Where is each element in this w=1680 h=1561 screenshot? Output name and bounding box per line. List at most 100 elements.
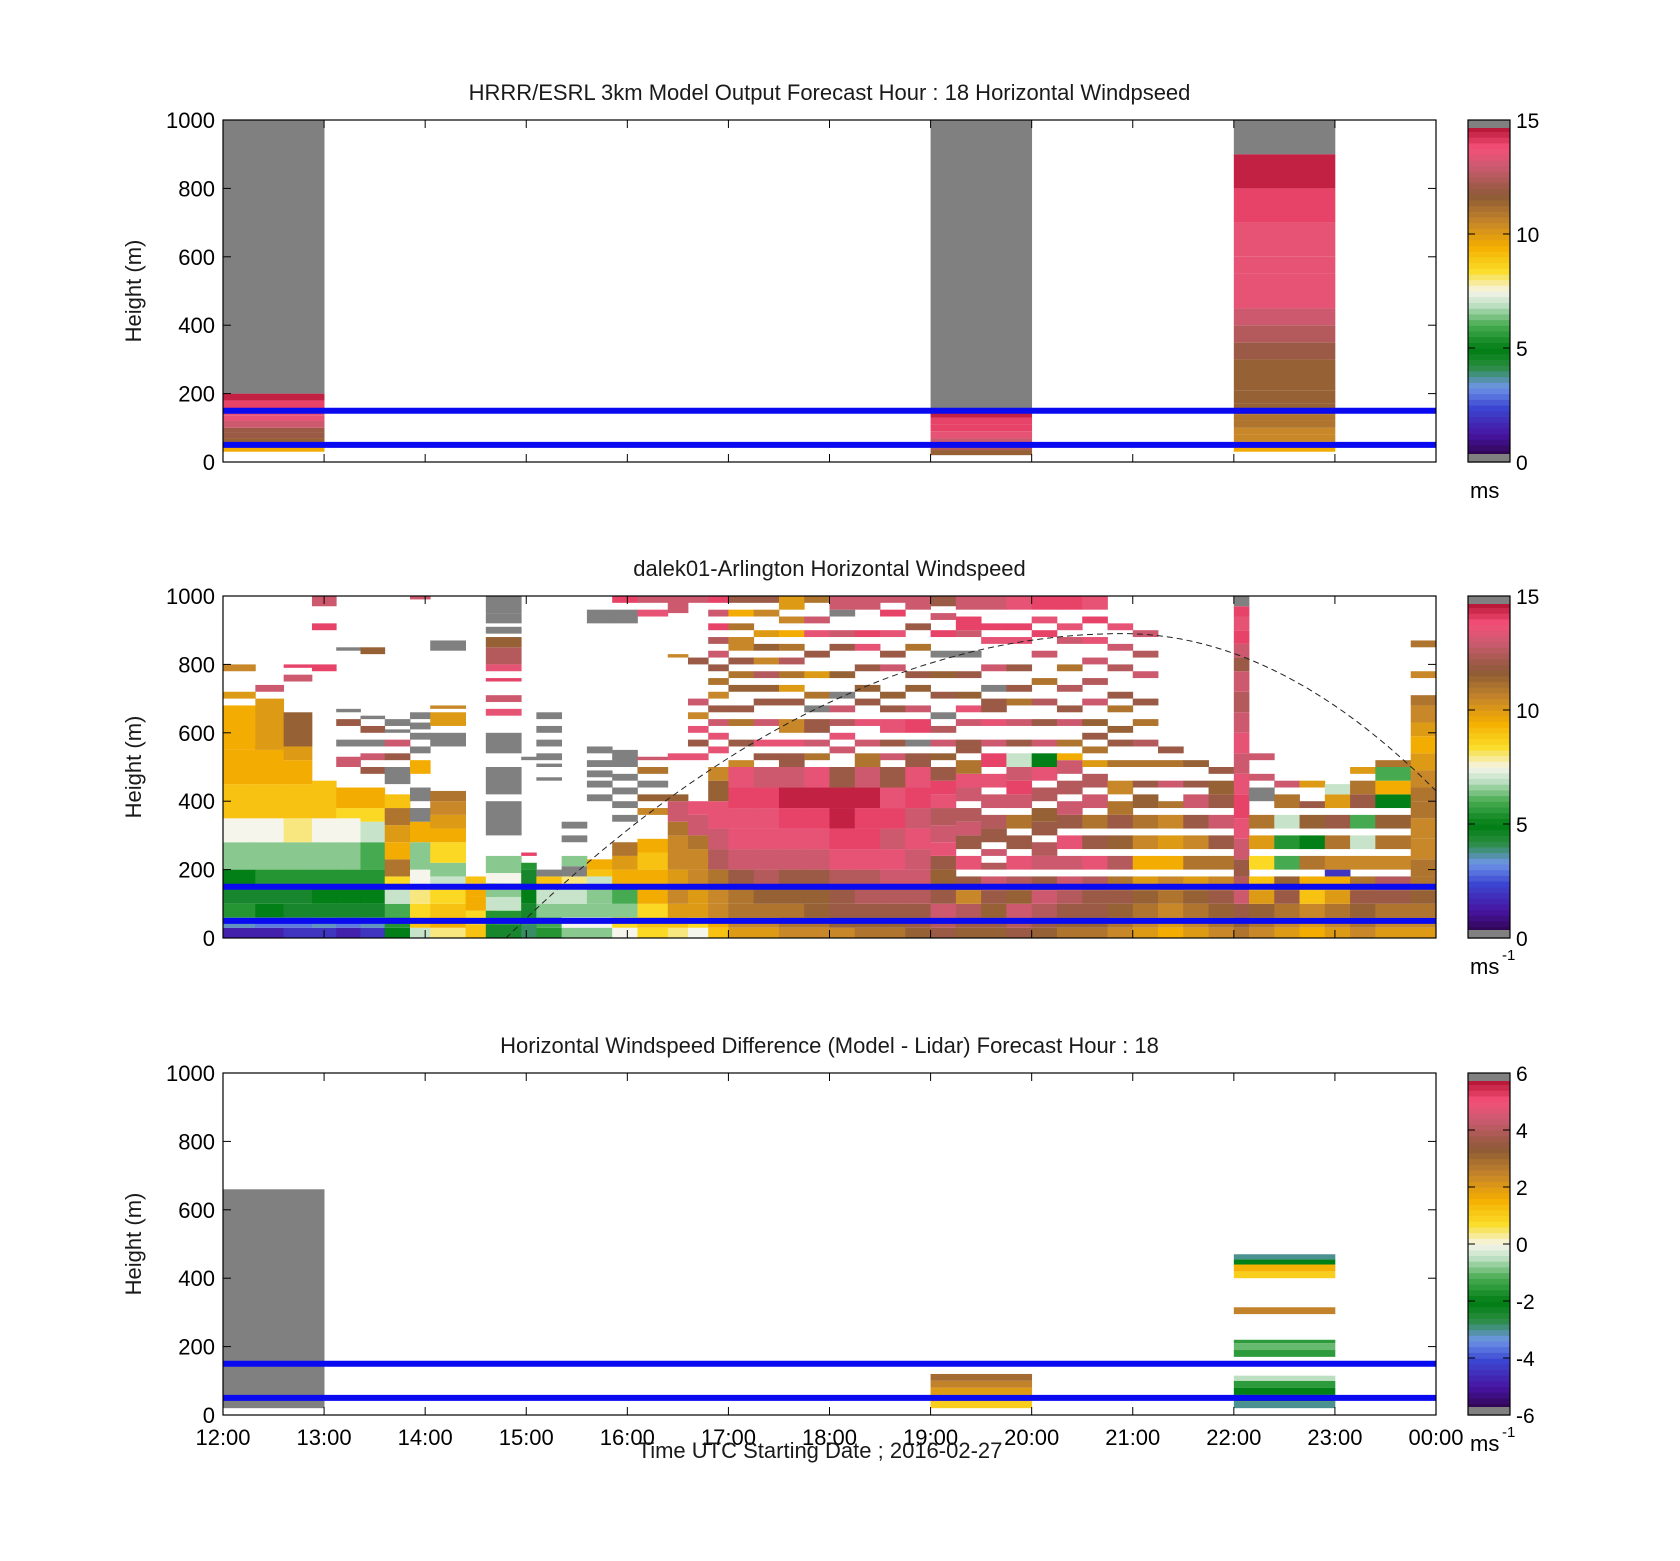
heatmap-cell: [1233, 1254, 1336, 1260]
heatmap-cell: [1233, 308, 1336, 326]
heatmap-cell: [753, 753, 780, 761]
heatmap-cell: [1324, 835, 1351, 850]
heatmap-cell: [728, 637, 755, 651]
colorbar-segment: [1468, 1278, 1510, 1285]
heatmap-cell: [1375, 927, 1412, 938]
heatmap-cell: [1233, 188, 1336, 223]
colorbar-segment: [1468, 154, 1510, 161]
colorbar-segment: [1468, 433, 1510, 440]
heatmap-cell: [854, 903, 881, 918]
heatmap-cell: [612, 842, 638, 856]
heatmap-cell: [1006, 890, 1033, 904]
colorbar-segment: [1468, 698, 1510, 705]
dashed-curve: [505, 633, 1436, 938]
heatmap-cell: [586, 780, 613, 788]
colorbar-segment: [1468, 222, 1510, 229]
heatmap-cell: [1158, 890, 1184, 904]
colorbar-tick-label: 4: [1516, 1120, 1528, 1143]
heatmap-cell: [637, 838, 669, 853]
heatmap-cell: [430, 640, 466, 651]
heatmap-cell: [804, 753, 830, 761]
heatmap-cell: [708, 705, 729, 713]
heatmap-cell: [778, 828, 805, 850]
heatmap-cell: [1233, 927, 1250, 938]
heatmap-cell: [223, 691, 256, 699]
heatmap-cell: [930, 855, 957, 870]
colorbar-tick-label: -4: [1516, 1348, 1535, 1371]
colorbar-segment: [1468, 131, 1510, 138]
heatmap-cell: [1158, 801, 1184, 809]
heatmap-cell: [1299, 903, 1326, 918]
colorbar-segment: [1468, 177, 1510, 184]
heatmap-cell: [430, 790, 466, 802]
heatmap-cell: [667, 903, 689, 918]
colorbar-tick-label: -2: [1516, 1291, 1535, 1314]
heatmap-cell: [410, 808, 431, 822]
heatmap-cell: [667, 801, 689, 822]
heatmap-cell: [854, 719, 881, 726]
heatmap-cell: [854, 630, 881, 638]
heatmap-cell: [1410, 859, 1436, 877]
panel-2: dalek01-Arlington Horizontal Windspeed 0 2…: [121, 556, 1539, 979]
heatmap-cell: [223, 842, 256, 870]
heatmap-cell: [561, 855, 588, 867]
colorbar-segment: [1468, 824, 1510, 831]
colorbar-segment: [1468, 199, 1510, 207]
heatmap-cell: [829, 705, 856, 713]
heatmap-cell: [430, 732, 466, 747]
colorbar-segment: [1468, 704, 1510, 711]
heatmap-cell: [955, 808, 982, 822]
heatmap-cell: [854, 596, 881, 610]
heatmap-cell: [930, 794, 957, 809]
heatmap-cell: [1233, 359, 1336, 377]
heatmap-cell: [410, 787, 431, 802]
colorbar-segment: [1468, 1204, 1510, 1211]
heatmap-cell: [930, 431, 1033, 439]
heatmap-cell: [753, 767, 780, 788]
heatmap-cell: [1324, 903, 1351, 918]
heatmap-cell: [1375, 855, 1412, 870]
heatmap-cell: [880, 767, 906, 788]
colorbar-tick-label: 10: [1516, 700, 1539, 723]
heatmap-cell: [1249, 773, 1275, 781]
colorbar-tick-label: 5: [1516, 338, 1528, 361]
heatmap-cell: [955, 671, 982, 679]
heatmap-cell: [465, 876, 497, 884]
colorbar-segment: [1468, 909, 1510, 916]
heatmap-cell: [1082, 760, 1108, 767]
colorbar-segment: [1468, 1266, 1510, 1274]
colorbar-cap: [1468, 596, 1510, 604]
heatmap-cell: [687, 739, 709, 747]
heatmap-cell: [410, 886, 431, 904]
heatmap-cell: [829, 869, 856, 887]
heatmap-cell: [360, 886, 386, 904]
heatmap-cell: [708, 801, 729, 829]
heatmap-cell: [1107, 835, 1134, 850]
heatmap-cell: [586, 760, 613, 767]
heatmap-cell: [1299, 855, 1326, 870]
colorbar-segment: [1468, 647, 1510, 654]
heatmap-cell: [1056, 753, 1083, 761]
heatmap-cell: [753, 787, 780, 809]
heatmap-cell: [637, 767, 669, 774]
y-axis-label: Height (m): [121, 1193, 146, 1296]
colorbar-segment: [1468, 664, 1510, 671]
heatmap-cell: [753, 869, 780, 887]
heatmap-cell: [1107, 855, 1134, 870]
heatmap-cell: [905, 705, 931, 713]
heatmap-cell: [778, 849, 805, 870]
heatmap-cell: [1233, 753, 1250, 774]
heatmap-cell: [778, 698, 805, 706]
heatmap-cell: [981, 698, 1007, 713]
colorbar-segment: [1468, 1152, 1510, 1160]
heatmap-cell: [1107, 664, 1134, 672]
heatmap-cell: [360, 808, 386, 822]
heatmap-cell: [955, 739, 982, 747]
y-tick-label: 800: [178, 652, 215, 677]
heatmap-cell: [905, 739, 931, 747]
heatmap-cell: [1350, 767, 1376, 774]
heatmap-cell: [1233, 596, 1250, 607]
heatmap-cell: [930, 842, 957, 856]
heatmap-cell: [311, 818, 337, 843]
heatmap-cell: [410, 903, 431, 918]
